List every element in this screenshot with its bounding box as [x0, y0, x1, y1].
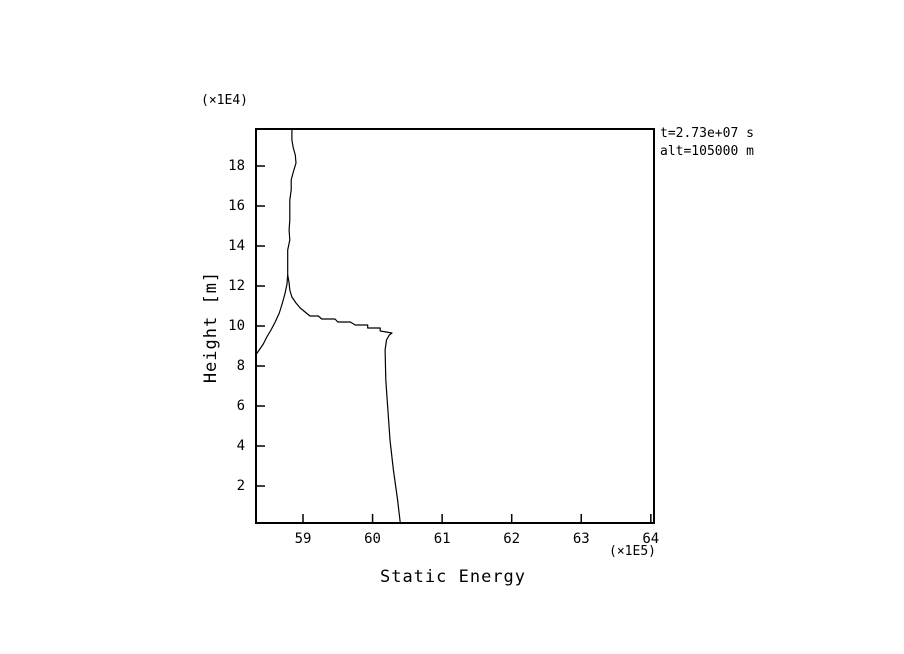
y-axis-scale-label: (×1E4): [201, 93, 248, 108]
x-axis-scale-label: (×1E5): [609, 544, 656, 559]
x-tick-label: 59: [294, 531, 312, 547]
y-tick-label: 16: [228, 198, 245, 214]
plot-frame: [255, 128, 655, 524]
y-tick-label: 8: [236, 358, 245, 374]
y-tick-label: 10: [228, 318, 245, 334]
annotation-time: t=2.73e+07 s: [660, 126, 754, 141]
y-tick-label: 12: [228, 278, 245, 294]
annotation-altitude: alt=105000 m: [660, 144, 754, 159]
y-tick-label: 14: [228, 238, 245, 254]
x-tick-label: 61: [433, 531, 451, 547]
x-tick-label: 64: [642, 531, 660, 547]
series-lower-left-branch: [255, 274, 289, 357]
y-tick-label: 6: [236, 398, 245, 414]
plot-area: [255, 128, 655, 524]
x-axis-title: Static Energy: [379, 567, 527, 587]
x-tick-label: 62: [503, 531, 521, 547]
series-static-energy-profile: [287, 128, 401, 524]
y-tick-label: 18: [228, 158, 245, 174]
y-tick-label: 2: [236, 478, 245, 494]
y-tick-label: 4: [236, 438, 245, 454]
y-axis-title: Height [m]: [201, 270, 221, 384]
x-tick-label: 63: [572, 531, 590, 547]
x-tick-label: 60: [364, 531, 381, 547]
